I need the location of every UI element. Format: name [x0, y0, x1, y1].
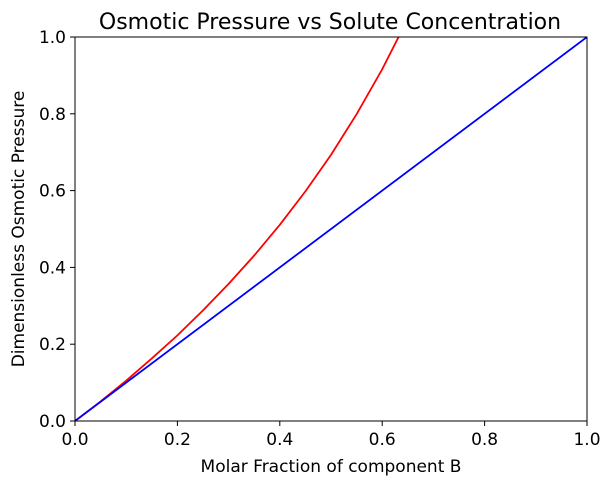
y-tick-label: 0.0 [39, 412, 66, 432]
x-tick-label: 1.0 [573, 430, 600, 450]
chart-title: Osmotic Pressure vs Solute Concentration [99, 10, 561, 35]
y-tick-label: 0.4 [39, 258, 66, 278]
y-axis: 0.0 0.2 0.4 0.6 0.8 1.0 [39, 28, 75, 432]
y-tick-label: 0.2 [39, 335, 66, 355]
x-tick-label: 0.4 [266, 430, 293, 450]
x-tick-label: 0.6 [369, 430, 396, 450]
y-tick-label: 1.0 [39, 28, 66, 48]
series-line-1 [75, 37, 400, 421]
y-tick-label: 0.8 [39, 105, 66, 125]
x-axis: 0.0 0.2 0.4 0.6 0.8 1.0 [61, 421, 601, 450]
x-tick-label: 0.8 [471, 430, 498, 450]
x-tick-label: 0.2 [164, 430, 191, 450]
x-tick-label: 0.0 [61, 430, 88, 450]
series-line-2 [75, 37, 587, 421]
y-axis-label: Dimensionless Osmotic Pressure [9, 91, 29, 368]
plot-area [75, 37, 587, 421]
x-axis-label: Molar Fraction of component B [201, 457, 462, 477]
plot-frame [74, 36, 588, 422]
y-tick-label: 0.6 [39, 182, 66, 202]
